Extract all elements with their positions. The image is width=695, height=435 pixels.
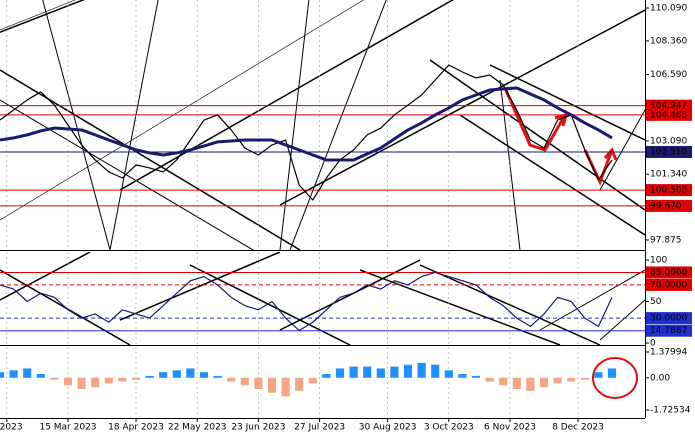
level-label-box [646, 108, 692, 121]
bar [553, 377, 562, 384]
x-tick-label: 3 Oct 2023 [424, 423, 474, 433]
y-tick-label: 0.00 [650, 373, 670, 383]
y-tick-label: 103.090 [650, 136, 687, 146]
x-tick-label: 30 Aug 2023 [359, 423, 417, 433]
y-tick-label: 104.465 [650, 110, 687, 120]
y-tick-label: 30.0000 [650, 314, 687, 324]
bar [471, 375, 481, 378]
x-tick-label: 6 Nov 2023 [484, 423, 536, 433]
bar [63, 377, 73, 386]
x-tick-label: 22 May 2023 [168, 423, 227, 433]
level-label-box [646, 184, 692, 197]
bar [267, 377, 277, 393]
level-label-box [646, 312, 692, 325]
y-tick-label: -1.72534 [650, 406, 691, 416]
y-tick-label: 110.090 [650, 4, 687, 14]
bar [390, 366, 399, 378]
level-label-box [646, 99, 692, 112]
bar [594, 372, 603, 378]
y-tick-label: 106.590 [650, 70, 687, 80]
line-series [0, 64, 613, 201]
x-tick-label: 23 Jun 2023 [231, 423, 285, 433]
y-tick-label: 100 [650, 256, 667, 266]
y-tick-label: 1.37994 [650, 348, 687, 358]
bar [526, 377, 535, 391]
y-tick-label: 108.360 [650, 36, 687, 46]
level-label-box [646, 199, 692, 212]
bar [295, 377, 304, 391]
oscillator-trend-lines [0, 252, 645, 345]
bar [91, 377, 100, 388]
level-label-box [646, 278, 692, 291]
level-label-box [646, 145, 692, 158]
y-tick-label: 97.875 [650, 236, 682, 246]
line-series [0, 271, 613, 332]
bar [118, 377, 127, 382]
y-tick-label: 101.340 [650, 170, 687, 180]
y-tick-label: 104.947 [650, 101, 687, 111]
trend-lines [0, 0, 645, 250]
y-tick-label: 99.670 [650, 201, 682, 211]
bar [363, 366, 372, 378]
line-series [0, 86, 613, 162]
bar [213, 375, 222, 378]
bar [104, 377, 113, 384]
bar [431, 364, 440, 378]
y-tick-label: 0 [650, 339, 656, 349]
x-tick-label: 15 Mar 2023 [39, 423, 96, 433]
bar [458, 374, 467, 378]
bar [403, 364, 413, 378]
x-tick-label: 8 Dec 2023 [552, 423, 604, 433]
x-tick-label: 27 Jul 2023 [294, 423, 345, 433]
bar [23, 368, 32, 378]
bar [254, 377, 263, 389]
bar [485, 377, 494, 382]
bar [281, 377, 290, 397]
bar [539, 377, 549, 388]
bar [199, 372, 209, 378]
y-tick-label: 102.510 [650, 147, 687, 157]
bar [131, 377, 141, 380]
bar [322, 374, 331, 378]
y-tick-label: 100.503 [650, 186, 687, 196]
bar [172, 370, 181, 378]
bar [580, 377, 589, 380]
bar [145, 375, 154, 378]
bar [159, 372, 168, 378]
bar [50, 377, 59, 380]
bar [0, 372, 5, 378]
bar [349, 366, 358, 378]
bar [376, 368, 385, 378]
bar [9, 370, 18, 378]
y-tick-label: 70.0000 [650, 280, 687, 290]
y-tick-label: 50 [650, 297, 662, 307]
level-label-box [646, 266, 692, 279]
x-tick-label: b 2023 [0, 423, 23, 433]
level-label-box [646, 324, 692, 337]
bar [186, 368, 195, 378]
bar [36, 374, 45, 378]
bar [240, 377, 249, 386]
bar [77, 377, 86, 389]
bar [444, 370, 453, 378]
bar [499, 377, 508, 386]
bar [512, 377, 521, 389]
bar [567, 377, 576, 382]
x-tick-label: 18 Apr 2023 [108, 423, 164, 433]
y-tick-label: 85.0000 [650, 268, 687, 278]
bar [308, 377, 317, 384]
bar [335, 368, 345, 378]
annotation-circle [592, 357, 638, 399]
bar [227, 377, 236, 382]
y-tick-label: 14.7887 [650, 326, 687, 336]
bar [417, 362, 426, 378]
bar [607, 368, 617, 378]
